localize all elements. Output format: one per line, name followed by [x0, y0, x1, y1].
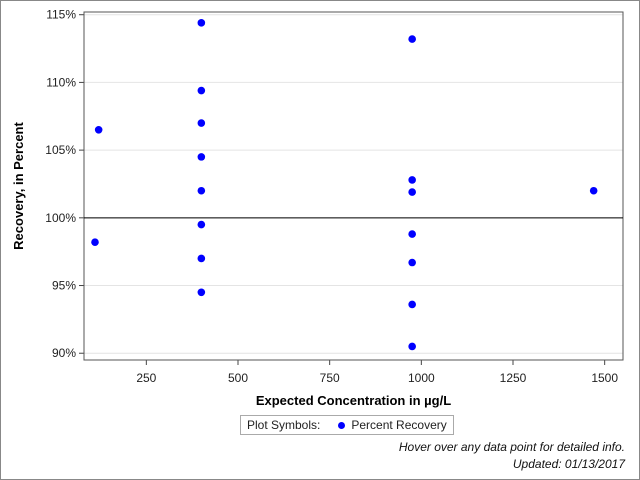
data-point [91, 238, 99, 246]
y-axis-title: Recovery, in Percent [11, 122, 26, 250]
y-tick-label: 105% [45, 143, 76, 157]
y-tick-label: 90% [52, 346, 76, 360]
updated-note: Updated: 01/13/2017 [512, 457, 625, 471]
legend-item-label: Percent Recovery [351, 418, 447, 432]
data-point [408, 342, 416, 351]
x-tick-label: 1000 [408, 371, 435, 385]
data-point [408, 230, 416, 238]
data-point [197, 86, 206, 95]
data-point [197, 220, 206, 229]
data-point [197, 153, 206, 161]
legend-marker-icon [338, 421, 346, 429]
y-tick-label: 95% [52, 279, 76, 293]
legend-title: Plot Symbols: [247, 418, 321, 432]
y-tick-label: 100% [45, 211, 76, 225]
data-point [408, 188, 416, 196]
hover-note: Hover over any data point for detailed i… [398, 440, 625, 454]
x-tick-label: 250 [136, 371, 156, 385]
data-point [408, 35, 416, 43]
x-tick-label: 1250 [500, 371, 527, 385]
legend: Plot Symbols: Percent Recovery [240, 415, 454, 435]
data-point [197, 288, 206, 297]
data-point [94, 126, 103, 134]
data-point [197, 186, 206, 195]
y-tick-label: 110% [46, 75, 76, 89]
data-point [408, 258, 416, 267]
data-point [197, 254, 206, 263]
y-tick-label: 115% [46, 8, 76, 22]
x-axis-title: Expected Concentration in µg/L [256, 393, 451, 408]
x-tick-label: 500 [228, 371, 248, 385]
data-point [197, 119, 206, 127]
plot-area-border [83, 11, 624, 361]
data-point [589, 186, 598, 195]
x-tick-label: 1500 [591, 371, 618, 385]
data-point [408, 300, 416, 309]
data-point [408, 176, 416, 184]
x-tick-label: 750 [320, 371, 340, 385]
data-point [197, 19, 206, 27]
